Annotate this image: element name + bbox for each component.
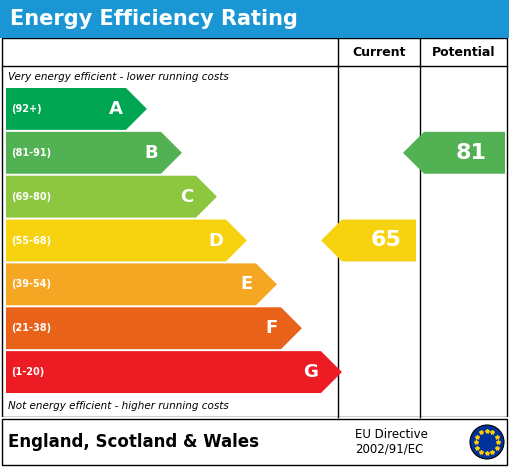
Text: D: D [208, 232, 223, 249]
Polygon shape [321, 219, 416, 262]
Bar [0, 417, 509, 467]
Text: (81-91): (81-91) [11, 148, 51, 158]
Polygon shape [6, 176, 217, 218]
Text: EU Directive: EU Directive [355, 429, 428, 441]
Text: (55-68): (55-68) [11, 235, 51, 246]
Circle shape [470, 425, 504, 459]
Text: Potential: Potential [432, 45, 495, 58]
Bar [2, 38, 507, 417]
Polygon shape [6, 307, 302, 349]
Text: G: G [303, 363, 318, 381]
Text: Very energy efficient - lower running costs: Very energy efficient - lower running co… [8, 72, 229, 82]
Text: (69-80): (69-80) [11, 191, 51, 202]
Polygon shape [6, 219, 247, 262]
Polygon shape [403, 132, 505, 174]
Text: E: E [241, 276, 253, 293]
Polygon shape [6, 88, 147, 130]
Text: (92+): (92+) [11, 104, 42, 114]
Text: F: F [266, 319, 278, 337]
Polygon shape [6, 351, 342, 393]
Polygon shape [6, 132, 182, 174]
Text: England, Scotland & Wales: England, Scotland & Wales [8, 433, 259, 451]
Text: Energy Efficiency Rating: Energy Efficiency Rating [10, 9, 298, 29]
Bar [0, 0, 509, 38]
Text: (21-38): (21-38) [11, 323, 51, 333]
Text: B: B [145, 144, 158, 162]
Text: 81: 81 [456, 143, 487, 163]
Bar [2, 419, 507, 465]
Text: (1-20): (1-20) [11, 367, 44, 377]
Text: C: C [180, 188, 193, 205]
Text: (39-54): (39-54) [11, 279, 51, 290]
Text: Not energy efficient - higher running costs: Not energy efficient - higher running co… [8, 401, 229, 411]
Polygon shape [6, 263, 277, 305]
Text: 65: 65 [371, 231, 402, 250]
Text: 2002/91/EC: 2002/91/EC [355, 443, 423, 455]
Text: A: A [109, 100, 123, 118]
Text: Current: Current [352, 45, 406, 58]
